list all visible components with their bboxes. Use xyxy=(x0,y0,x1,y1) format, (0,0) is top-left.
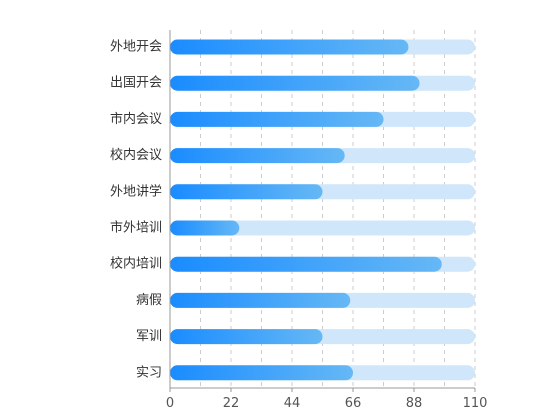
bar xyxy=(170,75,420,91)
category-label: 外地讲学 xyxy=(110,183,162,199)
bar xyxy=(170,220,240,236)
category-label: 校内培训 xyxy=(110,256,162,272)
bar xyxy=(170,256,442,272)
x-tick-label: 66 xyxy=(345,396,362,411)
x-tick-label: 22 xyxy=(223,396,240,411)
x-tick-label: 110 xyxy=(463,396,488,411)
bar xyxy=(170,292,351,308)
bar xyxy=(170,329,323,345)
category-label: 校内会议 xyxy=(110,147,162,163)
x-tick-label: 88 xyxy=(406,396,423,411)
bars xyxy=(170,39,442,381)
x-tick-label: 0 xyxy=(166,396,174,411)
bar xyxy=(170,111,384,127)
x-tick-labels: 0 22 44 66 88 110 xyxy=(166,396,488,411)
bar xyxy=(170,365,353,381)
bar xyxy=(170,148,345,164)
bar-background xyxy=(170,220,475,236)
category-label: 市外培训 xyxy=(110,220,162,236)
x-tick-label: 44 xyxy=(284,396,301,411)
bar xyxy=(170,39,409,55)
category-label: 市内会议 xyxy=(110,111,162,127)
category-label: 外地开会 xyxy=(110,40,162,55)
bar xyxy=(170,184,323,200)
category-label: 军训 xyxy=(136,329,162,344)
axes xyxy=(169,30,476,392)
category-label: 出国开会 xyxy=(110,76,162,91)
category-label: 实习 xyxy=(136,365,162,380)
category-label: 病假 xyxy=(136,293,162,308)
